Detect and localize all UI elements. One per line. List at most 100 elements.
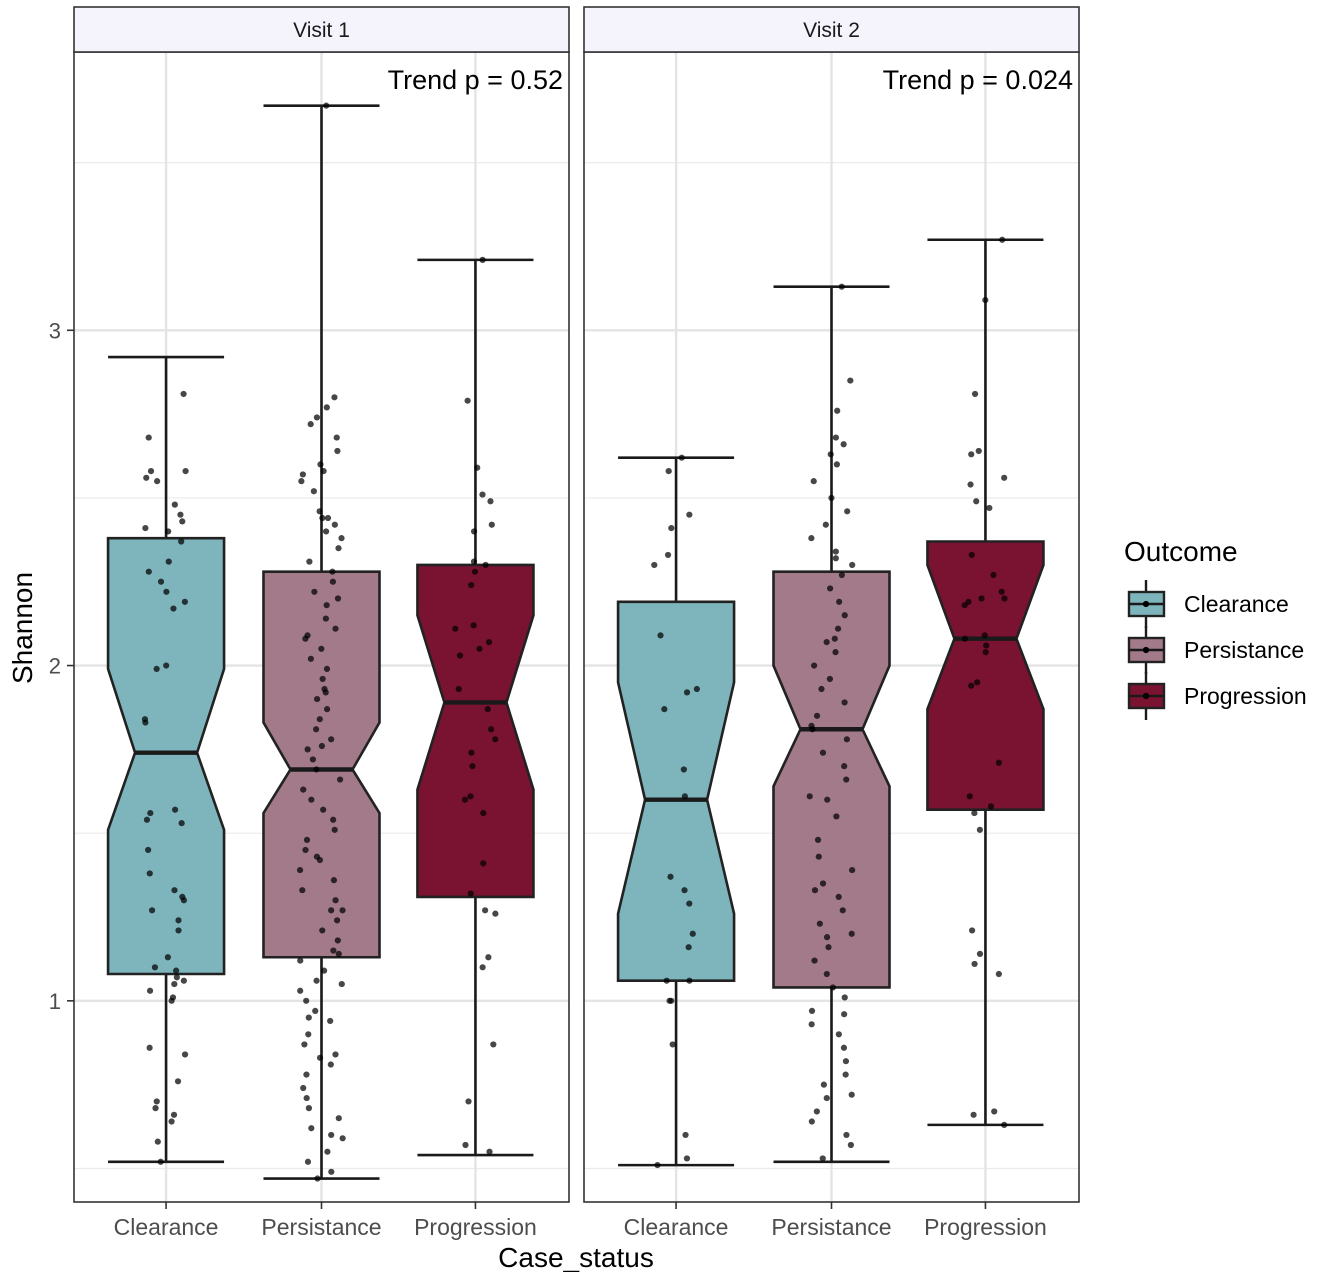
- data-point: [319, 927, 326, 934]
- data-point: [303, 997, 310, 1004]
- data-point: [485, 638, 493, 646]
- data-point: [462, 1141, 469, 1149]
- data-point: [987, 803, 995, 810]
- notched-box: [262, 570, 381, 959]
- data-point: [667, 873, 674, 880]
- data-point: [304, 632, 311, 639]
- data-point: [811, 957, 818, 964]
- data-point: [303, 1071, 310, 1078]
- data-point: [685, 944, 692, 951]
- data-point: [470, 622, 477, 629]
- data-point: [661, 706, 668, 713]
- data-point: [330, 947, 337, 954]
- data-point: [163, 588, 170, 595]
- data-point: [334, 447, 341, 455]
- y-tick-label: 2: [49, 654, 61, 679]
- data-point: [313, 766, 320, 773]
- data-point: [145, 846, 152, 854]
- data-point: [182, 467, 189, 475]
- data-point: [681, 887, 688, 894]
- data-point: [304, 1158, 312, 1165]
- data-point: [464, 397, 471, 404]
- data-point: [683, 1155, 691, 1162]
- data-point: [823, 638, 830, 646]
- data-point: [328, 907, 335, 914]
- data-point: [332, 1051, 339, 1058]
- data-point: [682, 1131, 689, 1139]
- data-point: [323, 404, 330, 411]
- data-point: [838, 571, 845, 579]
- data-point: [336, 776, 344, 783]
- data-point: [813, 712, 821, 719]
- data-point: [173, 974, 180, 981]
- data-point: [338, 535, 345, 542]
- data-point: [824, 796, 831, 803]
- data-point: [307, 655, 314, 662]
- data-point: [668, 524, 675, 532]
- legend-key-point: [1142, 692, 1150, 700]
- data-point: [471, 568, 479, 575]
- data-point: [806, 793, 813, 800]
- data-point: [335, 545, 342, 552]
- x-tick-label: Clearance: [114, 1214, 219, 1240]
- data-point: [831, 635, 838, 642]
- data-point: [173, 967, 180, 974]
- data-point: [819, 749, 827, 756]
- data-point: [322, 615, 329, 622]
- data-point: [178, 820, 185, 827]
- data-point: [488, 726, 495, 733]
- data-point: [654, 1162, 661, 1169]
- data-point: [305, 1014, 312, 1021]
- data-point: [316, 716, 323, 723]
- data-point: [305, 1031, 312, 1038]
- data-point: [470, 528, 478, 535]
- data-point: [961, 635, 969, 642]
- data-point: [314, 695, 321, 703]
- data-point: [849, 866, 856, 874]
- data-point: [995, 759, 1003, 766]
- data-point: [467, 793, 474, 800]
- data-point: [313, 726, 320, 733]
- data-point: [820, 1081, 827, 1088]
- data-point: [828, 494, 835, 502]
- data-point: [299, 887, 306, 894]
- data-point: [480, 809, 487, 817]
- data-point: [146, 1044, 153, 1051]
- data-point: [833, 461, 840, 468]
- data-point: [468, 581, 475, 589]
- data-point: [848, 930, 855, 937]
- data-point: [490, 1041, 497, 1048]
- data-point: [815, 853, 822, 860]
- data-point: [975, 447, 982, 455]
- legend-label: Persistance: [1184, 637, 1304, 663]
- data-point: [330, 816, 337, 823]
- data-point: [683, 689, 691, 696]
- data-point: [335, 1115, 342, 1122]
- data-point: [148, 907, 156, 914]
- data-point: [170, 605, 177, 612]
- data-point: [316, 1054, 324, 1061]
- data-point: [1001, 595, 1008, 602]
- data-point: [300, 1084, 307, 1092]
- data-point: [844, 508, 851, 515]
- notched-box: [106, 536, 226, 976]
- data-point: [651, 561, 658, 569]
- data-point: [313, 853, 320, 860]
- data-point: [298, 478, 305, 485]
- data-point: [825, 944, 832, 951]
- data-point: [145, 434, 152, 441]
- legend-key-persistance: Persistance: [1127, 626, 1304, 674]
- data-point: [827, 585, 834, 592]
- facet-strip-label: Visit 2: [803, 19, 860, 42]
- data-point: [333, 434, 340, 441]
- y-tick-label: 1: [49, 989, 61, 1014]
- data-point: [978, 595, 985, 602]
- x-axis-title: Case_status: [498, 1242, 654, 1272]
- data-point: [170, 1111, 178, 1118]
- data-point: [303, 836, 311, 844]
- data-point: [998, 588, 1005, 595]
- data-point: [168, 997, 175, 1004]
- data-point: [452, 625, 459, 632]
- data-point: [320, 467, 327, 475]
